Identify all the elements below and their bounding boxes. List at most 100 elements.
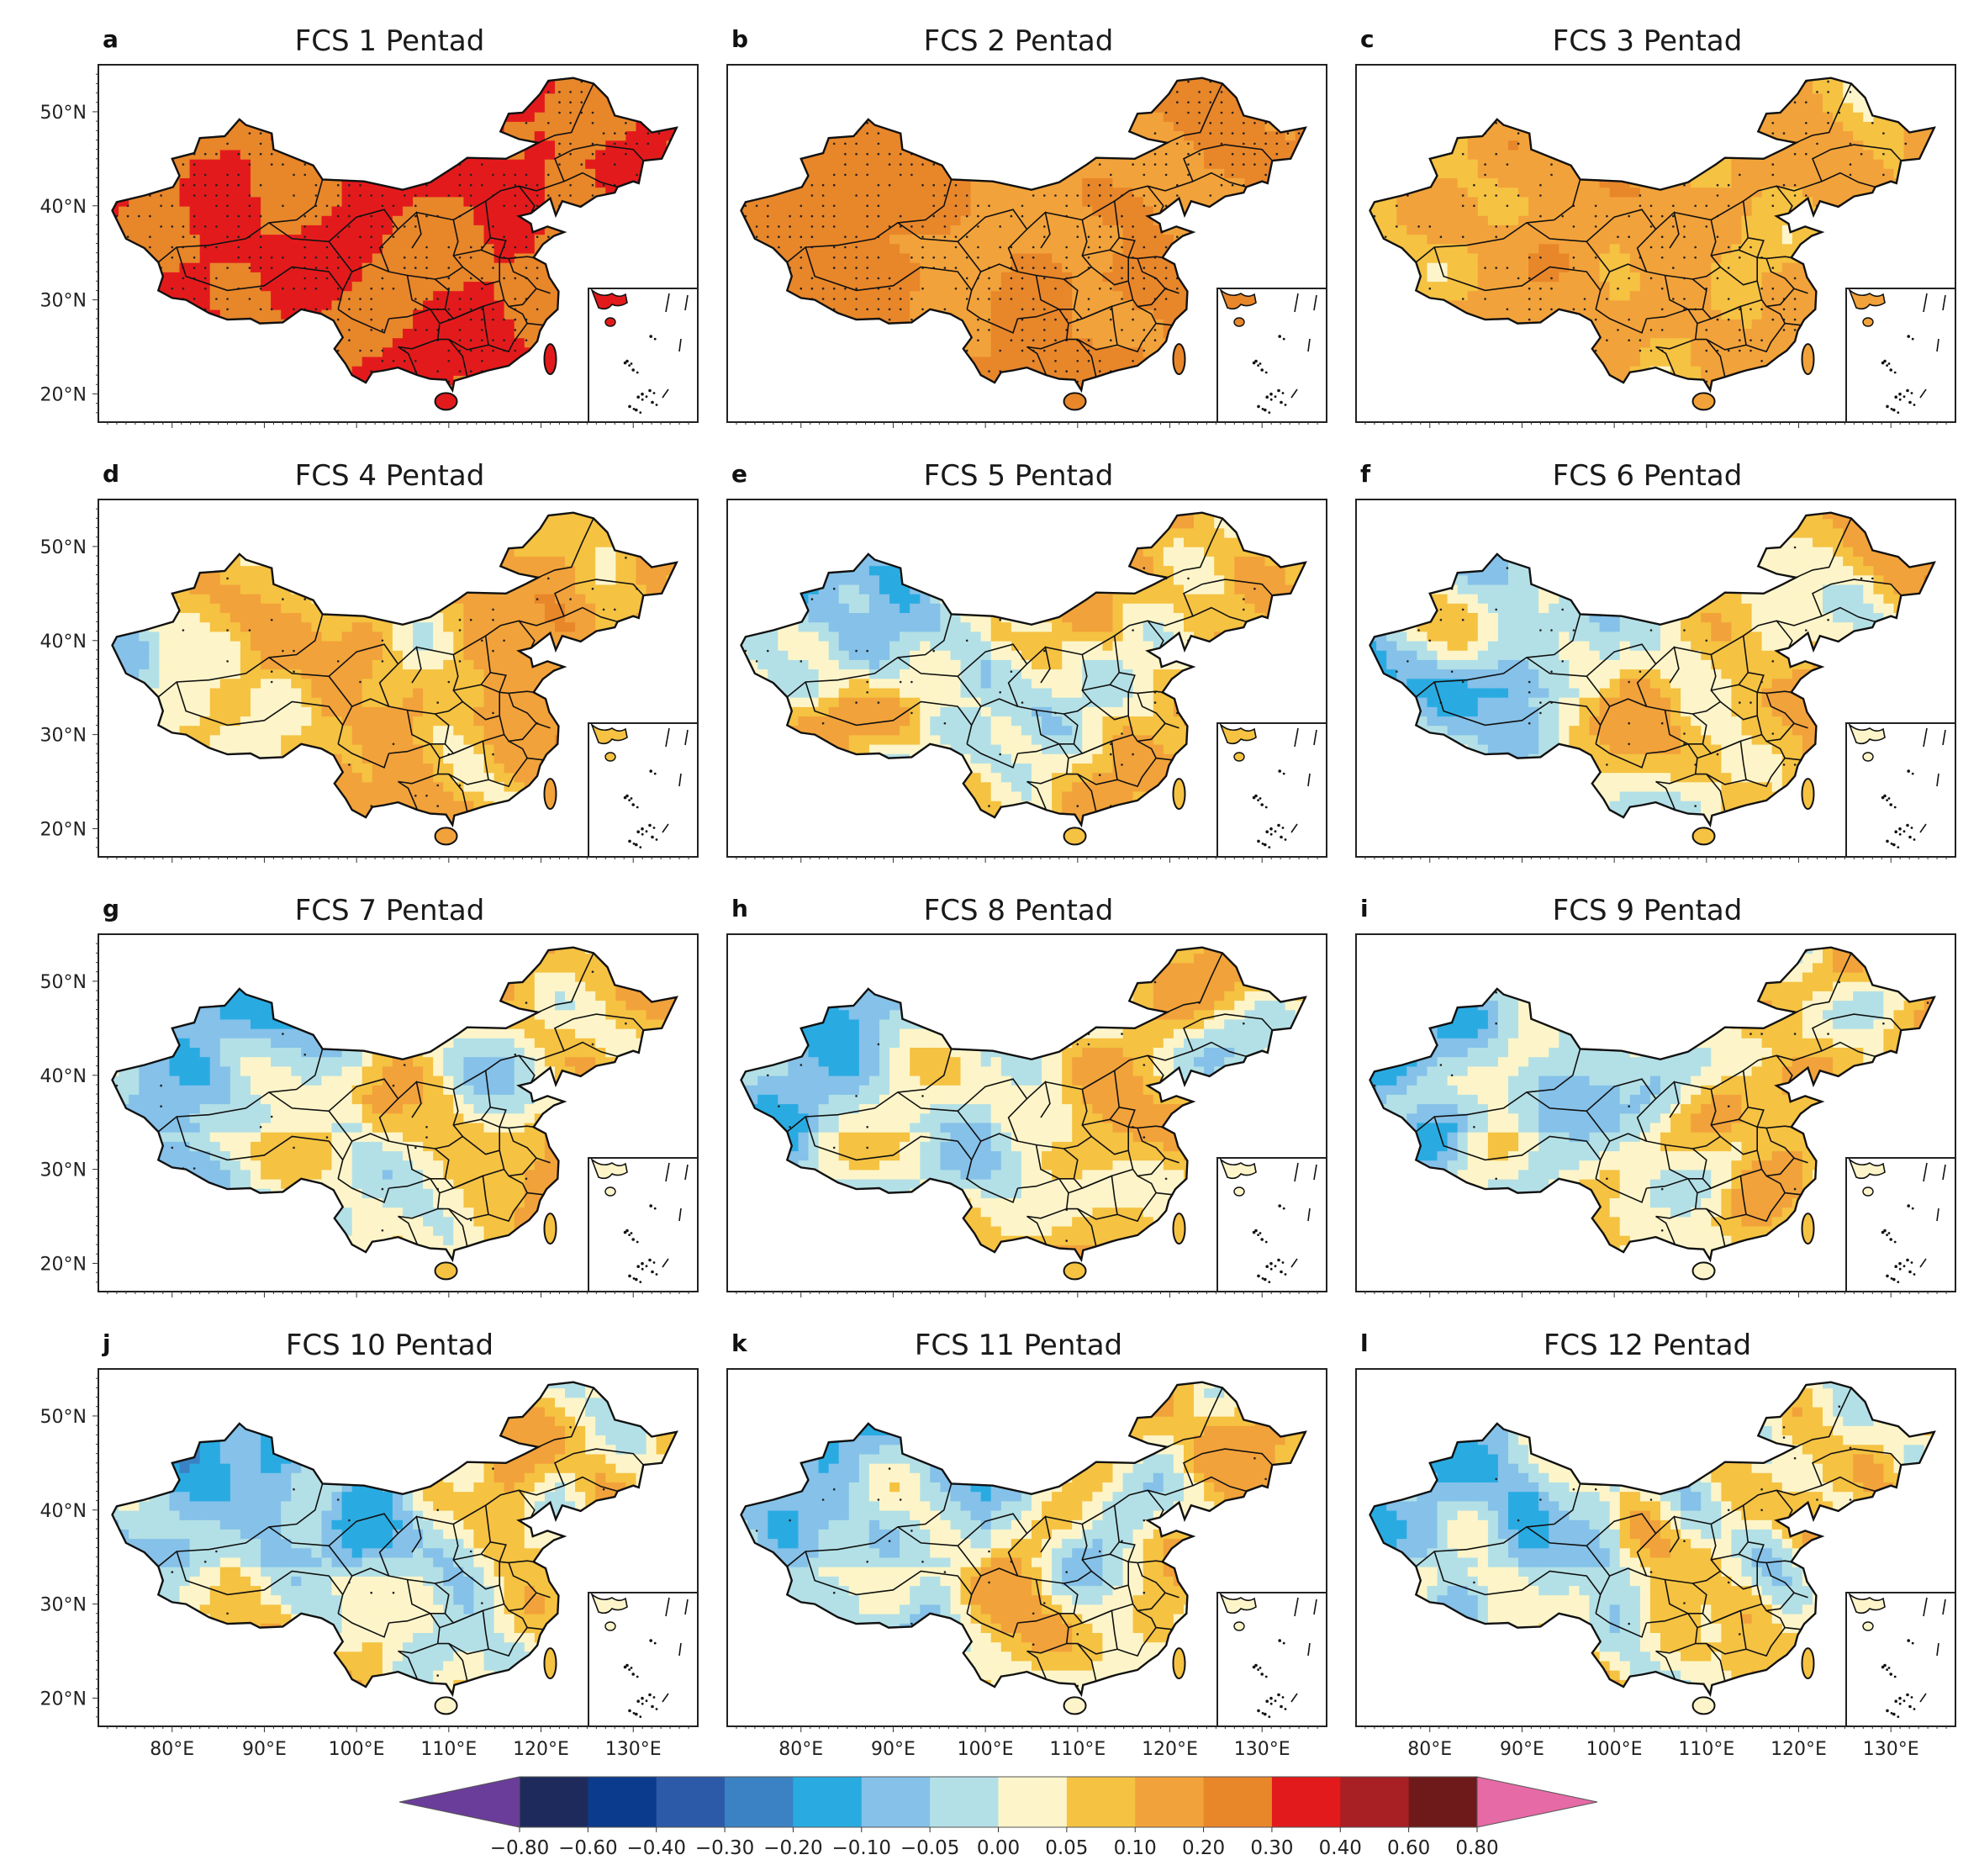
field-cell	[403, 252, 414, 263]
field-cell	[950, 290, 962, 301]
stipple-dot	[325, 267, 329, 269]
field-cell	[240, 243, 251, 254]
field-cell	[1082, 299, 1094, 310]
field-cell	[879, 168, 890, 178]
field-cell	[1052, 243, 1063, 254]
field-cell	[1021, 346, 1032, 357]
field-cell	[1132, 168, 1144, 178]
field-cell	[433, 177, 445, 188]
field-cell	[321, 243, 333, 254]
field-cell	[1062, 299, 1074, 310]
field-cell	[889, 234, 900, 245]
field-cell	[463, 187, 475, 198]
field-cell	[493, 177, 505, 188]
stipple-dot	[525, 183, 528, 187]
field-cell	[423, 328, 434, 339]
field-cell	[361, 309, 373, 320]
stipple-dot	[547, 173, 550, 177]
stipple-dot	[569, 183, 572, 187]
field-cell	[1062, 309, 1074, 320]
field-cell	[463, 262, 475, 272]
field-cell	[351, 337, 363, 348]
field-cell	[920, 290, 931, 301]
field-cell	[585, 121, 597, 132]
stipple-dot	[226, 173, 229, 177]
field-cell	[838, 272, 850, 283]
field-cell	[483, 309, 495, 320]
field-cell	[199, 214, 211, 225]
field-cell	[1062, 205, 1074, 216]
field-cell	[980, 319, 992, 329]
field-cell	[970, 214, 982, 225]
field-cell	[1052, 319, 1063, 329]
field-cell	[555, 111, 566, 122]
field-cell	[209, 252, 221, 263]
field-cell	[219, 290, 231, 301]
field-cell	[199, 225, 211, 235]
field-cell	[1112, 168, 1124, 178]
field-cell	[209, 187, 221, 198]
field-cell	[625, 140, 637, 151]
field-cell	[291, 299, 303, 310]
stipple-dot	[547, 194, 550, 197]
field-cell	[1092, 290, 1104, 301]
field-cell	[504, 177, 515, 188]
stipple-dot	[282, 256, 284, 259]
field-cell	[1032, 309, 1042, 320]
field-cell	[301, 214, 313, 225]
field-cell	[757, 205, 769, 216]
field-cell	[1132, 328, 1144, 339]
field-cell	[1092, 234, 1104, 245]
field-cell	[261, 234, 272, 245]
field-cell	[868, 140, 880, 151]
field-cell	[351, 346, 363, 357]
field-cell	[889, 158, 900, 169]
stipple-dot	[282, 204, 284, 208]
stipple-dot	[525, 204, 528, 208]
field-cell	[281, 168, 293, 178]
field-cell	[1102, 168, 1114, 178]
field-cell	[423, 196, 434, 207]
field-cell	[848, 225, 860, 235]
field-cell	[1021, 243, 1032, 254]
field-cell	[565, 158, 576, 169]
field-cell	[321, 290, 333, 301]
field-cell	[1112, 346, 1124, 357]
field-cell	[848, 196, 860, 207]
field-cell	[240, 262, 251, 272]
field-cell	[382, 196, 393, 207]
field-cell	[1122, 168, 1134, 178]
field-cell	[179, 168, 191, 178]
field-cell	[858, 262, 870, 272]
field-cell	[575, 77, 586, 85]
field-cell	[980, 225, 992, 235]
field-cell	[848, 149, 860, 160]
field-cell	[261, 252, 272, 263]
field-cell	[524, 272, 536, 283]
field-cell	[990, 196, 1002, 207]
field-cell	[251, 130, 261, 141]
stipple-dot	[625, 122, 627, 124]
field-cell	[879, 243, 890, 254]
field-cell	[240, 290, 251, 301]
field-cell	[179, 214, 191, 225]
field-cell	[524, 205, 536, 216]
field-cell	[605, 130, 617, 141]
field-cell	[828, 187, 840, 198]
field-cell	[1082, 196, 1094, 207]
stipple-dot	[359, 194, 361, 197]
field-cell	[281, 177, 293, 188]
field-cell	[483, 205, 495, 216]
field-cell	[351, 272, 363, 283]
y-tick-label: 30°N	[40, 291, 87, 312]
field-cell	[1052, 262, 1063, 272]
stipple-dot	[525, 246, 528, 249]
field-cell	[615, 130, 627, 141]
field-cell	[605, 149, 617, 160]
field-cell	[301, 168, 313, 178]
field-cell	[595, 102, 607, 113]
field-cell	[453, 281, 465, 292]
field-cell	[271, 281, 282, 292]
field-cell	[463, 158, 475, 169]
field-cell	[585, 187, 597, 198]
